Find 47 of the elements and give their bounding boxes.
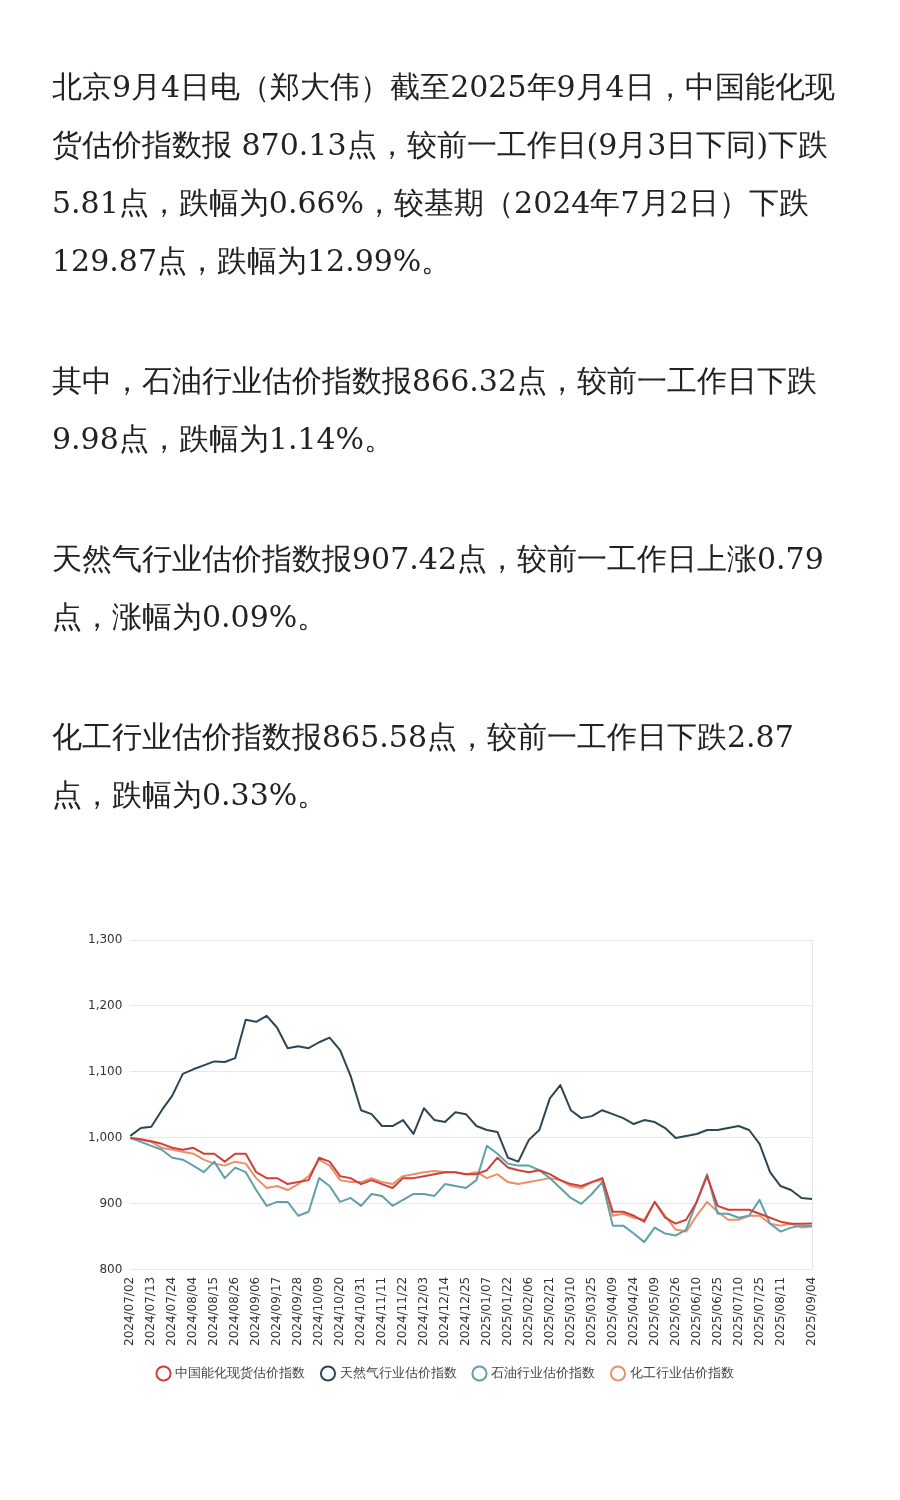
y-tick-label: 1,000 xyxy=(87,1130,123,1145)
x-tick-label: 2025/06/25 xyxy=(709,1276,724,1347)
x-tick-label: 2025/04/09 xyxy=(604,1276,619,1347)
x-tick-label: 2024/10/31 xyxy=(353,1276,368,1347)
x-tick-label: 2025/09/04 xyxy=(804,1276,819,1347)
legend-label: 化工行业估价指数 xyxy=(629,1364,734,1380)
x-tick-label: 2024/12/14 xyxy=(437,1276,452,1347)
x-tick-label: 2024/07/24 xyxy=(164,1276,179,1347)
x-tick-label: 2025/02/06 xyxy=(520,1276,535,1347)
x-tick-label: 2025/07/25 xyxy=(751,1276,766,1347)
x-tick-label: 2024/12/03 xyxy=(416,1276,431,1347)
y-tick-label: 1,200 xyxy=(87,998,123,1013)
text: 化工行业估价指数报865.58点，较前一工作日下跌2.87点，跌幅为0.33%。 xyxy=(52,718,795,814)
y-tick-label: 1,300 xyxy=(87,932,123,947)
x-tick-label: 2024/12/25 xyxy=(458,1276,473,1347)
legend-label: 天然气行业估价指数 xyxy=(339,1364,457,1380)
x-tick-label: 2024/10/09 xyxy=(311,1276,326,1347)
x-tick-label: 2025/04/24 xyxy=(625,1276,640,1347)
x-tick-label: 2025/07/10 xyxy=(730,1276,745,1347)
text: 天然气行业估价指数报907.42点，较前一工作日上涨0.79点，涨幅为0.09%。 xyxy=(52,540,825,636)
x-tick-label: 2024/08/15 xyxy=(206,1276,221,1347)
x-tick-label: 2025/08/11 xyxy=(772,1276,787,1347)
legend-label: 石油行业估价指数 xyxy=(491,1364,595,1380)
text: 其中，石油行业估价指数报866.32点，较前一工作日下跌9.98点，跌幅为1.14%。 xyxy=(52,362,818,458)
x-tick-label: 2024/11/22 xyxy=(395,1276,410,1347)
legend-label: 中国能化现货估价指数 xyxy=(175,1364,305,1380)
text: 北京9月4日电（郑大伟）截至2025年9月4日，中国能化现货估价指数报 870.13点，较前一工作日(9月3日下同)下跌5.81点，跌幅为0.66%，较基期（2024年7月2日）下跌129.87点，跌幅为12.99%。 xyxy=(52,68,836,280)
x-tick-label: 2025/01/22 xyxy=(500,1276,515,1347)
x-tick-label: 2025/05/09 xyxy=(646,1276,661,1347)
x-tick-label: 2025/03/10 xyxy=(562,1276,577,1347)
x-tick-label: 2024/09/06 xyxy=(248,1276,263,1347)
x-tick-label: 2024/07/02 xyxy=(122,1276,137,1347)
x-tick-label: 2024/11/11 xyxy=(374,1276,389,1347)
x-tick-label: 2025/02/21 xyxy=(541,1276,556,1347)
y-tick-label: 800 xyxy=(99,1261,123,1276)
x-tick-label: 2024/09/17 xyxy=(269,1276,284,1347)
x-tick-label: 2024/10/20 xyxy=(332,1276,347,1347)
y-tick-label: 1,100 xyxy=(87,1064,123,1079)
x-tick-label: 2024/07/13 xyxy=(143,1276,158,1347)
y-tick-label: 900 xyxy=(99,1195,123,1210)
x-tick-label: 2025/01/07 xyxy=(479,1276,494,1347)
x-tick-label: 2024/08/04 xyxy=(185,1276,200,1347)
x-tick-label: 2024/08/26 xyxy=(227,1276,242,1347)
x-tick-label: 2025/06/10 xyxy=(688,1276,703,1347)
x-tick-label: 2024/09/28 xyxy=(290,1276,305,1347)
x-tick-label: 2025/05/26 xyxy=(667,1276,682,1347)
x-tick-label: 2025/03/25 xyxy=(583,1276,598,1347)
